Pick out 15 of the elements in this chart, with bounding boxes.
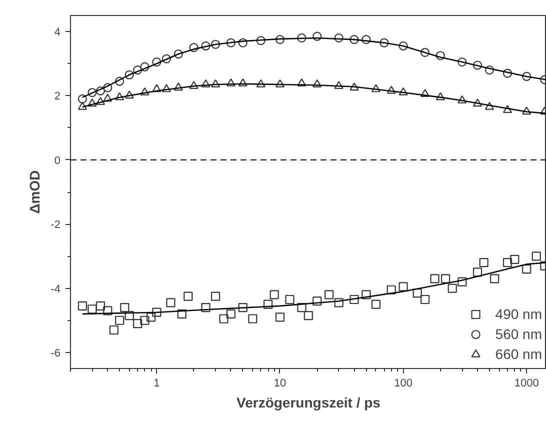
y-tick-label: 2	[54, 90, 61, 103]
legend-label: 660 nm	[495, 346, 542, 362]
x-axis-title: Verzögerungszeit / ps	[236, 394, 381, 410]
y-tick-label: -6	[50, 347, 60, 360]
y-tick-label: -4	[50, 283, 60, 296]
x-tick-label: 1000	[514, 378, 539, 390]
y-axis-title: ΔmOD	[26, 170, 43, 214]
y-tick-label: -2	[50, 219, 60, 232]
x-tick-label: 1	[154, 378, 160, 390]
x-tick-label: 10	[274, 378, 286, 390]
y-tick-label: 0	[54, 154, 61, 167]
legend-label: 490 nm	[495, 306, 542, 322]
y-tick-label: 4	[54, 26, 61, 39]
x-tick-label: 100	[394, 378, 412, 390]
legend-label: 560 nm	[495, 326, 542, 342]
